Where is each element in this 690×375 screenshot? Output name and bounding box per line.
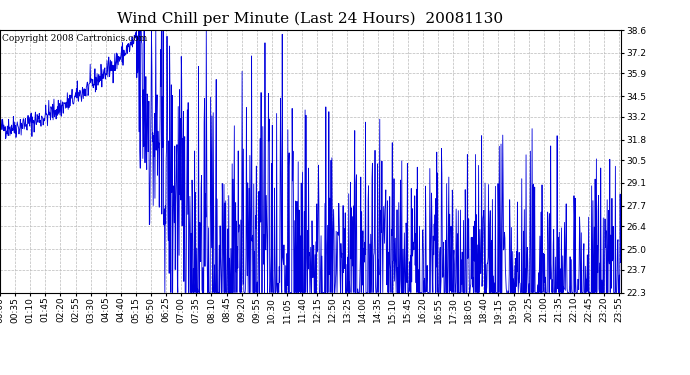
Text: Wind Chill per Minute (Last 24 Hours)  20081130: Wind Chill per Minute (Last 24 Hours) 20… <box>117 11 504 26</box>
Text: Copyright 2008 Cartronics.com: Copyright 2008 Cartronics.com <box>2 34 147 43</box>
